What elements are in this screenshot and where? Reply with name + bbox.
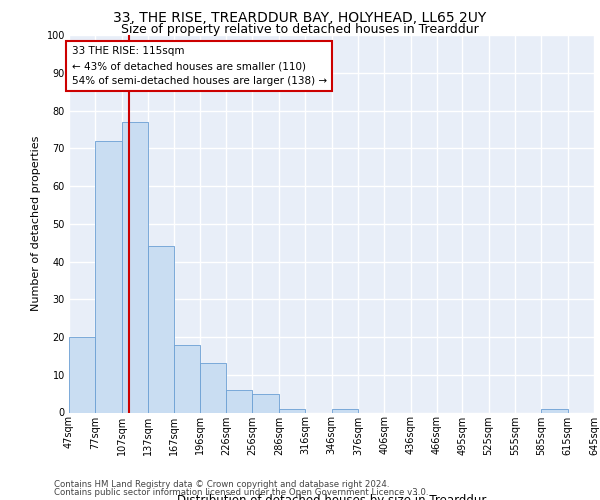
Text: 33 THE RISE: 115sqm
← 43% of detached houses are smaller (110)
54% of semi-detac: 33 THE RISE: 115sqm ← 43% of detached ho… — [71, 46, 327, 86]
Text: 33, THE RISE, TREARDDUR BAY, HOLYHEAD, LL65 2UY: 33, THE RISE, TREARDDUR BAY, HOLYHEAD, L… — [113, 11, 487, 25]
Bar — [226, 390, 253, 412]
Bar — [200, 364, 226, 412]
Bar — [122, 122, 148, 412]
Bar — [175, 344, 200, 412]
Text: Size of property relative to detached houses in Trearddur: Size of property relative to detached ho… — [121, 22, 479, 36]
Bar — [148, 246, 175, 412]
Bar — [331, 408, 358, 412]
Text: Contains HM Land Registry data © Crown copyright and database right 2024.: Contains HM Land Registry data © Crown c… — [54, 480, 389, 489]
Bar — [95, 140, 122, 412]
Bar — [69, 337, 95, 412]
Bar — [253, 394, 279, 412]
Bar — [279, 408, 305, 412]
X-axis label: Distribution of detached houses by size in Trearddur: Distribution of detached houses by size … — [177, 494, 486, 500]
Bar — [541, 408, 568, 412]
Text: Contains public sector information licensed under the Open Government Licence v3: Contains public sector information licen… — [54, 488, 428, 497]
Y-axis label: Number of detached properties: Number of detached properties — [31, 136, 41, 312]
